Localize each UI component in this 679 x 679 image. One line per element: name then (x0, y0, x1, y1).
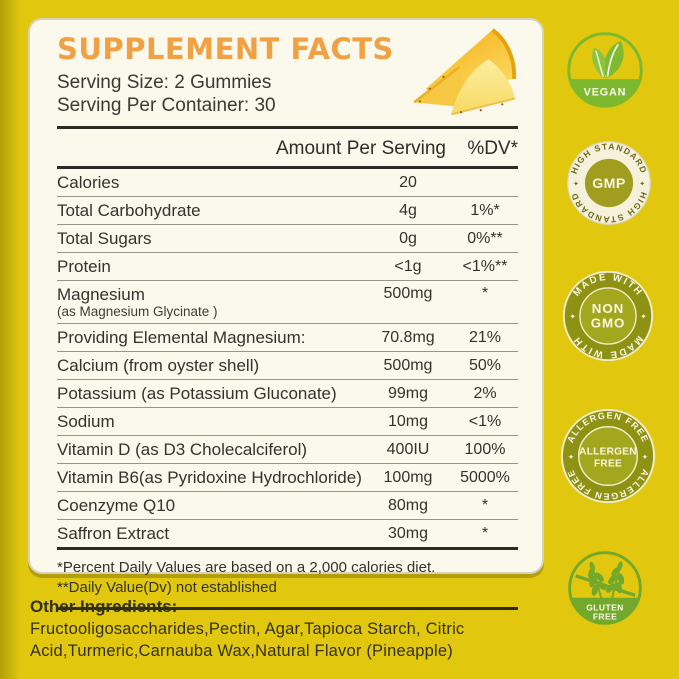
leaf-icon (592, 40, 624, 79)
table-row: Providing Elemental Magnesium: 70.8mg 21… (57, 323, 518, 351)
gluten-free-label-line2: FREE (593, 612, 617, 622)
nutrient-dv: 100% (464, 440, 506, 458)
divider (57, 166, 518, 169)
other-ingredients: Other Ingredients: Fructooligosaccharide… (30, 596, 564, 662)
nutrient-label: Sodium (57, 411, 115, 431)
table-row: Vitamin B6(as Pyridoxine Hydrochloride) … (57, 463, 518, 491)
nutrient-amount: 500mg (383, 356, 433, 374)
vegan-badge: VEGAN (565, 30, 645, 110)
table-header: Amount Per Serving %DV* (57, 129, 518, 166)
nutrient-label: Coenzyme Q10 (57, 495, 176, 515)
serving-per-container: Serving Per Container: 30 (57, 95, 276, 116)
nutrient-label: Potassium (as Potassium Gluconate) (57, 383, 337, 403)
nutrient-amount: 80mg (387, 496, 429, 514)
nutrient-label: Providing Elemental Magnesium: (57, 327, 306, 347)
nutrient-amount: 10mg (387, 412, 429, 430)
star-icon: ✦ (639, 180, 645, 188)
nutrient-label: Total Carbohydrate (57, 200, 201, 220)
nutrient-dv: 50% (468, 356, 502, 374)
table-row: Potassium (as Potassium Gluconate) 99mg … (57, 379, 518, 407)
nutrient-amount: 20 (399, 173, 417, 191)
gluten-free-label-line1: GLUTEN (586, 602, 623, 612)
nutrient-label: Calories (57, 172, 120, 192)
nutrient-dv: * (481, 496, 489, 514)
table-row: Sodium 10mg <1% (57, 407, 518, 435)
allergen-free-badge: ALLERGEN FREE ALLERGEN FREE ✦ ✦ ALLERGEN… (560, 408, 656, 504)
supplement-facts-panel: SUPPLEMENT FACTS Serving Size: 2 Gummies… (28, 18, 544, 610)
nutrient-dv: 0%** (467, 229, 503, 247)
star-icon: ✦ (568, 452, 575, 461)
nutrient-label: Calcium (from oyster shell) (57, 355, 260, 375)
nutrient-amount: 30mg (387, 524, 429, 542)
nutrient-table: Calories 20 Total Carbohydrate 4g 1%* To… (57, 169, 518, 547)
footnotes: *Percent Daily Values are based on a 2,0… (57, 547, 518, 610)
wheat-icon (588, 561, 625, 599)
nutrient-amount: 500mg (383, 284, 433, 302)
nutrient-label: Total Sugars (57, 228, 152, 248)
nutrient-amount: 100mg (383, 468, 433, 486)
nutrient-amount: <1g (394, 257, 422, 275)
left-edge-shade (0, 0, 20, 679)
nutrient-dv: 21% (468, 328, 502, 346)
nutrient-amount: 4g (399, 201, 417, 219)
nutrient-label: Vitamin B6(as Pyridoxine Hydrochloride) (57, 467, 362, 487)
footnote-dv: *Percent Daily Values are based on a 2,0… (57, 559, 436, 576)
nutrient-amount: 400IU (386, 440, 430, 458)
nutrient-amount: 70.8mg (381, 328, 435, 346)
nutrient-dv: * (481, 524, 489, 542)
non-gmo-label-line1: NON (592, 301, 624, 316)
page-title: SUPPLEMENT FACTS (57, 32, 394, 66)
table-row: Coenzyme Q10 80mg * (57, 491, 518, 519)
non-gmo-badge: MADE WITH MADE WITH ✦ ✦ NON GMO (562, 270, 654, 362)
divider (57, 126, 518, 129)
other-ingredients-heading: Other Ingredients: (30, 597, 178, 616)
star-icon: ✦ (569, 312, 575, 321)
serving-size: Serving Size: 2 Gummies (57, 72, 272, 93)
table-row: Calories 20 (57, 169, 518, 196)
other-ingredients-text: Fructooligosaccharides,Pectin, Agar,Tapi… (30, 620, 465, 660)
gmp-badge: HIGH STANDARD HIGH STANDARD ✦ ✦ GMP (566, 140, 652, 226)
gluten-free-badge: GLUTEN FREE (566, 549, 644, 627)
non-gmo-label-line2: GMO (591, 316, 626, 331)
nutrient-amount: 0g (399, 229, 417, 247)
star-icon: ✦ (573, 180, 579, 188)
nutrient-label: Vitamin D (as D3 Cholecalciferol) (57, 439, 308, 459)
allergen-label-line2: FREE (594, 459, 622, 470)
nutrient-label: Magnesium (as Magnesium Glycinate ) (57, 285, 364, 320)
table-row: Vitamin D (as D3 Cholecalciferol) 400IU … (57, 435, 518, 463)
nutrient-dv: 5000% (460, 468, 510, 486)
column-header-dv: %DV* (467, 138, 518, 159)
nutrient-label: Protein (57, 256, 111, 276)
nutrient-amount: 99mg (387, 384, 429, 402)
nutrient-dv: 2% (473, 384, 497, 402)
nutrient-dv: 1%* (470, 201, 500, 219)
table-row: Protein <1g <1%** (57, 252, 518, 280)
vegan-label: VEGAN (584, 86, 627, 98)
allergen-label-line1: ALLERGEN (579, 447, 637, 458)
table-row: Total Sugars 0g 0%** (57, 224, 518, 252)
table-row: Magnesium (as Magnesium Glycinate ) 500mg… (57, 280, 518, 323)
nutrient-dv: <1% (468, 412, 502, 430)
nutrient-dv: * (481, 284, 489, 302)
nutrient-dv: <1%** (462, 257, 508, 275)
star-icon: ✦ (642, 452, 649, 461)
gmp-label: GMP (592, 176, 626, 192)
table-row: Saffron Extract 30mg * (57, 519, 518, 547)
table-row: Total Carbohydrate 4g 1%* (57, 196, 518, 224)
nutrient-label: Saffron Extract (57, 523, 170, 543)
nutrient-sublabel: (as Magnesium Glycinate ) (57, 303, 218, 319)
pineapple-icon (413, 28, 517, 116)
column-header-amount: Amount Per Serving (275, 138, 446, 159)
footnote-not-established: **Daily Value(Dv) not established (57, 579, 277, 596)
star-icon: ✦ (640, 312, 646, 321)
table-row: Calcium (from oyster shell) 500mg 50% (57, 351, 518, 379)
